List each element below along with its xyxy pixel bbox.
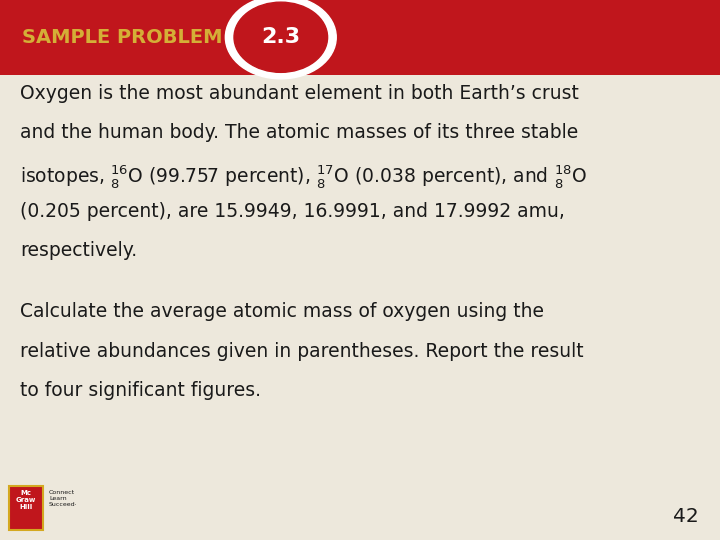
Text: 42: 42 xyxy=(672,508,698,526)
Text: relative abundances given in parentheses. Report the result: relative abundances given in parentheses… xyxy=(20,342,584,361)
Circle shape xyxy=(225,0,336,79)
Text: Calculate the average atomic mass of oxygen using the: Calculate the average atomic mass of oxy… xyxy=(20,302,544,321)
Text: Oxygen is the most abundant element in both Earth’s crust: Oxygen is the most abundant element in b… xyxy=(20,84,579,103)
Text: respectively.: respectively. xyxy=(20,241,138,260)
Text: SAMPLE PROBLEM: SAMPLE PROBLEM xyxy=(22,28,222,47)
Text: 2.3: 2.3 xyxy=(261,27,300,48)
Text: Connect
Learn
Succeed·: Connect Learn Succeed· xyxy=(49,490,78,507)
Text: to four significant figures.: to four significant figures. xyxy=(20,381,261,400)
Text: (0.205 percent), are 15.9949, 16.9991, and 17.9992 amu,: (0.205 percent), are 15.9949, 16.9991, a… xyxy=(20,202,565,221)
Circle shape xyxy=(234,2,328,72)
Text: Mc
Graw
Hill: Mc Graw Hill xyxy=(16,490,36,510)
Text: and the human body. The atomic masses of its three stable: and the human body. The atomic masses of… xyxy=(20,123,578,142)
FancyBboxPatch shape xyxy=(9,486,43,530)
FancyBboxPatch shape xyxy=(0,0,720,75)
Text: isotopes, $^{16}_{8}$O (99.757 percent), $^{17}_{8}$O (0.038 percent), and $^{18: isotopes, $^{16}_{8}$O (99.757 percent),… xyxy=(20,163,587,190)
